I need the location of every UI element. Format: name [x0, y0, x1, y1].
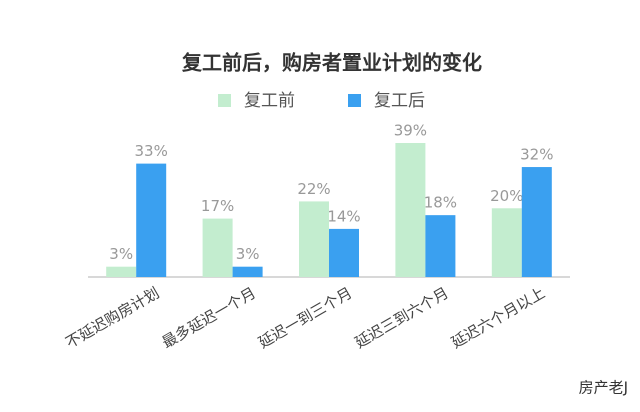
value-label: 18%	[424, 194, 457, 212]
bar	[395, 143, 426, 277]
value-label: 20%	[490, 187, 523, 205]
legend-swatch	[218, 94, 231, 107]
bar	[232, 266, 263, 277]
bar	[202, 218, 233, 277]
value-label: 17%	[201, 197, 234, 215]
bar	[299, 201, 329, 277]
value-label: 33%	[135, 142, 168, 160]
value-label: 14%	[327, 207, 360, 225]
value-label: 39%	[394, 122, 427, 140]
chart-title: 复工前后，购房者置业计划的变化	[181, 51, 482, 75]
value-label: 3%	[109, 245, 133, 263]
legend-label: 复工后	[374, 91, 425, 111]
bar	[136, 163, 167, 277]
legend-label: 复工前	[244, 91, 295, 111]
bar	[106, 266, 137, 277]
bar	[425, 215, 456, 277]
value-label: 32%	[520, 146, 553, 164]
bar	[329, 228, 359, 277]
legend-swatch	[348, 94, 361, 107]
signature: 房产老J	[579, 379, 628, 397]
bar	[491, 208, 522, 277]
value-label: 3%	[236, 245, 260, 263]
value-label: 22%	[297, 180, 330, 198]
bar	[521, 167, 552, 277]
